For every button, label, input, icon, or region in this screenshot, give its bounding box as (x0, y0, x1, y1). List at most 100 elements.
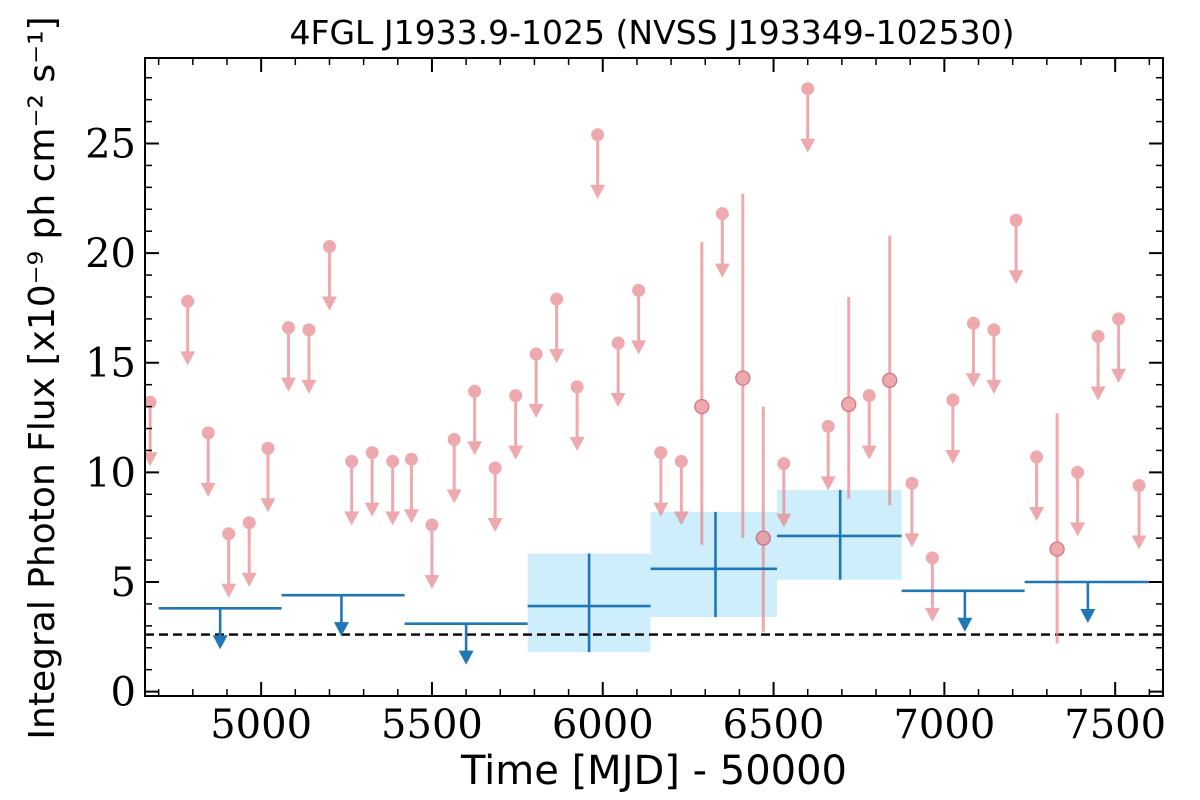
upper-limit-arrow (280, 377, 296, 392)
x-axis-label: Time [MJD] - 50000 (460, 748, 847, 794)
upper-limit-marker (488, 461, 502, 475)
upper-limit-marker (925, 551, 939, 565)
y-tick-label: 10 (85, 450, 136, 496)
upper-limit-marker (302, 323, 316, 337)
long-bin-point (776, 489, 902, 580)
upper-limit-marker (242, 516, 256, 530)
detection-point (841, 296, 857, 499)
upper-limit-marker (987, 323, 1001, 337)
y-tick-label: 5 (111, 560, 136, 606)
long-bin-arrow (1080, 608, 1096, 623)
detection-marker (694, 398, 710, 415)
upper-limit-marker (1132, 479, 1146, 493)
upper-limit-marker (365, 446, 379, 460)
plot-frame (144, 57, 1164, 697)
upper-limit-arrow (653, 502, 669, 517)
x-tick-label: 7500 (1064, 702, 1166, 748)
x-tick-label: 6500 (723, 702, 825, 748)
upper-limit-arrow (221, 583, 237, 598)
upper-limit-point (714, 207, 730, 278)
upper-limit-arrow (301, 379, 317, 394)
upper-limit-arrow (487, 517, 503, 532)
upper-limit-arrow (1090, 386, 1106, 401)
upper-limit-marker (468, 384, 482, 398)
upper-limit-arrow (861, 445, 877, 460)
upper-limit-point (528, 347, 544, 418)
y-tick-labels: 0 5 10 15 20 25 (85, 122, 136, 716)
x-tick-label: 7000 (893, 702, 995, 748)
upper-limit-point (446, 432, 462, 504)
short-bin-upper-limits (145, 128, 1147, 622)
long-bin-point (527, 553, 651, 653)
upper-limit-point (1090, 329, 1106, 401)
upper-limit-marker (322, 240, 336, 254)
plot-area (145, 82, 1163, 665)
upper-limit-point (344, 454, 360, 526)
upper-limit-point (508, 389, 524, 460)
long-bin-arrow (333, 622, 349, 637)
upper-limit-point (820, 419, 836, 491)
y-tick-label: 15 (85, 341, 136, 387)
upper-limit-arrow (714, 263, 730, 278)
upper-limit-marker (1009, 213, 1023, 227)
detection-marker (882, 372, 898, 388)
detection-point (1049, 413, 1065, 644)
upper-limit-arrow (528, 403, 544, 418)
upper-limit-arrow (1029, 507, 1045, 522)
upper-limit-arrow (569, 436, 585, 451)
y-tick-label: 0 (111, 670, 136, 716)
upper-limit-arrow (1111, 368, 1127, 383)
upper-limit-marker (862, 389, 876, 403)
upper-limit-arrow (986, 379, 1002, 394)
upper-limit-arrow (673, 511, 689, 526)
upper-limit-marker (529, 347, 543, 361)
y-tick-label: 25 (85, 122, 136, 168)
upper-limit-point (200, 426, 216, 497)
upper-limit-marker (222, 527, 236, 541)
upper-limit-point (861, 389, 877, 460)
upper-limit-arrow (1131, 535, 1147, 550)
upper-limit-marker (145, 395, 157, 409)
long-bin-point (650, 511, 777, 618)
upper-limit-point (904, 476, 920, 548)
long-bin-arrow (957, 617, 973, 632)
detection-point (735, 193, 751, 539)
upper-limit-point (653, 446, 669, 517)
upper-limit-point (145, 395, 158, 467)
upper-limit-point (549, 292, 565, 364)
upper-limit-arrow (145, 452, 158, 467)
upper-limit-marker (261, 441, 275, 455)
upper-limit-marker (905, 476, 919, 490)
upper-limit-arrow (776, 513, 792, 528)
upper-limit-marker (1071, 465, 1085, 479)
upper-limit-point (631, 283, 647, 355)
upper-limit-arrow (508, 445, 524, 460)
upper-limit-point (403, 452, 419, 524)
upper-limit-arrow (549, 349, 565, 364)
upper-limit-marker (281, 321, 295, 335)
x-tick-label: 5500 (381, 702, 483, 748)
upper-limit-marker (570, 380, 584, 394)
upper-limit-arrow (1070, 522, 1086, 537)
long-bin-point (1024, 580, 1150, 623)
upper-limit-point (467, 384, 483, 456)
upper-limit-point (364, 446, 380, 517)
upper-limit-marker (591, 128, 605, 142)
upper-limit-point (569, 380, 585, 451)
detection-marker (735, 370, 751, 386)
upper-limit-marker (509, 389, 523, 403)
upper-limit-arrow (403, 509, 419, 524)
upper-limit-point (301, 323, 317, 394)
upper-limit-point (945, 393, 961, 465)
upper-limit-marker (1112, 312, 1126, 326)
long-bin-point (901, 589, 1025, 632)
upper-limit-point (424, 518, 440, 589)
upper-limit-arrow (180, 351, 196, 366)
upper-limit-arrow (424, 574, 440, 589)
upper-limit-point (1070, 465, 1086, 537)
upper-limit-point (924, 551, 940, 622)
upper-limit-marker (425, 518, 439, 532)
upper-limit-marker (1091, 329, 1105, 343)
upper-limit-marker (966, 316, 980, 330)
